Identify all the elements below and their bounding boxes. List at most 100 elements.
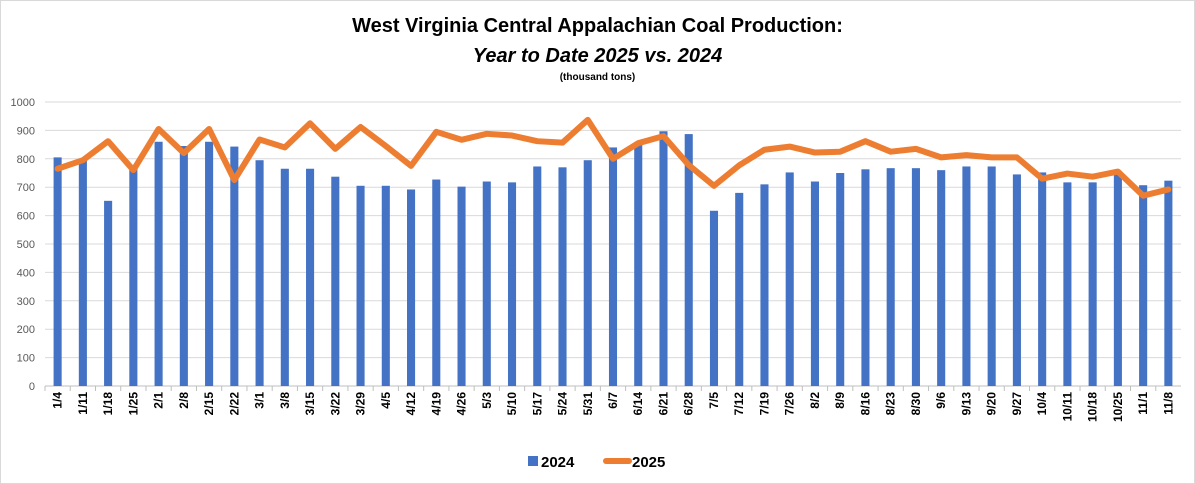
bar-2024 [280,168,289,386]
bar-2024 [331,176,340,386]
x-tick-label: 6/14 [631,392,645,416]
x-tick-label: 5/24 [556,392,570,416]
bar-2024 [129,168,138,386]
x-tick-label: 4/26 [455,392,469,416]
bar-2024 [583,160,592,386]
bar-2024 [886,168,895,386]
bar-2024 [432,179,441,386]
y-tick-label: 1000 [11,97,35,109]
y-tick-label: 800 [17,154,35,166]
x-tick-label: 3/1 [253,392,267,409]
x-tick-label: 1/18 [101,392,115,416]
x-tick-label: 11/1 [1136,392,1150,415]
bar-2024 [78,160,87,386]
bar-2024 [407,189,416,386]
x-tick-label: 9/13 [959,392,973,416]
y-tick-label: 100 [17,353,35,365]
y-tick-label: 0 [29,381,35,393]
bar-2024 [684,134,693,386]
x-tick-label: 6/28 [682,392,696,416]
bar-2024 [306,168,315,386]
x-tick-label: 6/7 [606,392,620,409]
y-tick-label: 900 [17,125,35,137]
x-tick-label: 7/26 [783,392,797,416]
x-tick-label: 5/10 [505,392,519,416]
bar-2024 [962,166,971,386]
x-tick-label: 9/20 [985,392,999,416]
x-tick-label: 7/19 [757,392,771,416]
bar-2024 [634,143,643,386]
chart-subtitle: Year to Date 2025 vs. 2024 [472,45,723,67]
x-tick-label: 3/15 [303,392,317,416]
bar-2024 [937,170,946,386]
bar-2024 [709,210,719,386]
y-tick-label: 300 [17,296,35,308]
bar-2024 [760,184,769,386]
bar-2024 [179,146,188,386]
chart-units: (thousand tons) [559,72,636,83]
bar-2024 [1113,174,1122,386]
bar-2024 [230,146,239,386]
x-tick-label: 3/8 [278,392,292,409]
bar-2024 [1012,174,1021,386]
x-tick-label: 8/16 [858,392,872,416]
bar-2024 [735,192,744,386]
x-tick-label: 1/25 [126,392,140,416]
x-tick-label: 1/11 [76,392,90,415]
legend-label-2025: 2025 [632,454,665,471]
x-tick-label: 5/31 [581,392,595,416]
x-tick-label: 10/4 [1035,392,1049,416]
bar-2024 [1038,172,1047,386]
x-tick-label: 5/17 [530,392,544,416]
bar-2024 [381,185,390,386]
bar-2024 [507,182,517,386]
x-tick-label: 2/1 [152,392,166,409]
y-tick-label: 400 [17,267,35,279]
x-tick-label: 4/5 [379,392,393,409]
x-tick-label: 4/12 [404,392,418,416]
x-tick-label: 10/18 [1086,392,1100,422]
x-tick-label: 7/12 [732,392,746,416]
bar-2024 [1139,185,1148,386]
x-tick-label: 9/6 [934,392,948,409]
x-tick-label: 2/22 [227,392,241,416]
bar-2024 [558,167,567,386]
bar-2024 [255,160,264,386]
chart-title: West Virginia Central Appalachian Coal P… [352,15,843,37]
x-tick-label: 3/22 [328,392,342,416]
x-tick-label: 2/8 [177,392,191,409]
legend-label-2024: 2024 [541,454,575,471]
x-tick-label: 2/15 [202,392,216,416]
bar-2024 [205,141,214,386]
x-tick-label: 8/2 [808,392,822,409]
bar-2024 [482,181,491,386]
bar-2024 [1063,182,1072,386]
x-tick-label: 7/5 [707,392,721,409]
bar-2024 [911,168,920,386]
x-tick-label: 3/29 [354,392,368,416]
x-tick-label: 5/3 [480,392,494,409]
bar-2024 [53,157,62,386]
y-tick-label: 500 [17,239,35,251]
bar-2024 [836,173,845,386]
x-tick-label: 8/23 [884,392,898,416]
bar-2024 [861,169,870,386]
x-tick-label: 10/25 [1111,392,1125,422]
bar-2024 [608,147,618,386]
x-tick-label: 9/27 [1010,392,1024,416]
x-tick-label: 1/4 [51,392,65,409]
x-tick-label: 8/9 [833,392,847,409]
legend-swatch-2024 [528,456,538,466]
x-tick-label: 11/8 [1161,392,1175,415]
x-tick-label: 4/19 [429,392,443,416]
y-tick-label: 200 [17,324,35,336]
bar-2024 [987,166,996,386]
x-tick-label: 6/21 [656,392,670,416]
bar-2024 [810,181,819,386]
y-tick-label: 600 [17,211,35,223]
bar-2024 [104,200,113,386]
bar-2024 [457,186,466,386]
y-tick-label: 700 [17,182,35,194]
